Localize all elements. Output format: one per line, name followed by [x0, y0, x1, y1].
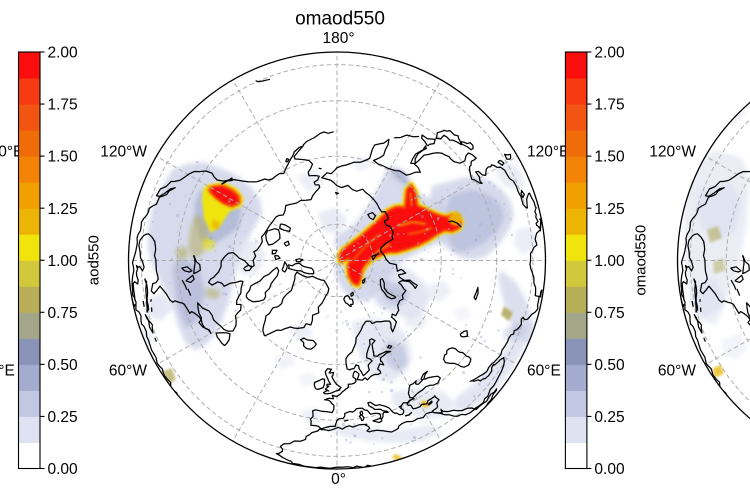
- svg-text:1.75: 1.75: [48, 97, 78, 114]
- svg-text:1.25: 1.25: [594, 201, 624, 218]
- svg-text:1.75: 1.75: [594, 97, 624, 114]
- svg-text:0.75: 0.75: [48, 305, 78, 322]
- svg-text:120°W: 120°W: [100, 143, 147, 160]
- svg-text:120°E: 120°E: [0, 143, 23, 160]
- svg-text:60°W: 60°W: [109, 363, 147, 380]
- svg-text:1.50: 1.50: [48, 149, 79, 166]
- svg-text:0°: 0°: [331, 471, 346, 488]
- svg-text:0.00: 0.00: [594, 461, 625, 478]
- svg-text:2.00: 2.00: [48, 45, 79, 62]
- svg-text:1.25: 1.25: [48, 201, 78, 218]
- svg-text:120°W: 120°W: [649, 143, 696, 160]
- svg-text:1.00: 1.00: [594, 253, 625, 270]
- svg-text:2.00: 2.00: [594, 45, 625, 62]
- svg-text:0.50: 0.50: [594, 357, 625, 374]
- svg-text:60°W: 60°W: [658, 363, 696, 380]
- svg-text:0.00: 0.00: [48, 461, 79, 478]
- svg-text:0.25: 0.25: [48, 409, 78, 426]
- svg-text:omaod550: omaod550: [295, 9, 385, 30]
- svg-text:60°E: 60°E: [0, 363, 15, 380]
- svg-text:1.50: 1.50: [594, 149, 625, 166]
- svg-text:60°E: 60°E: [527, 363, 561, 380]
- svg-text:aod550: aod550: [86, 235, 103, 285]
- svg-text:120°E: 120°E: [527, 143, 569, 160]
- svg-text:omaod550: omaod550: [632, 225, 649, 296]
- svg-text:0.25: 0.25: [594, 409, 624, 426]
- svg-text:0.50: 0.50: [48, 357, 79, 374]
- svg-text:0.75: 0.75: [594, 305, 624, 322]
- svg-text:1.00: 1.00: [48, 253, 79, 270]
- svg-text:180°: 180°: [322, 30, 354, 47]
